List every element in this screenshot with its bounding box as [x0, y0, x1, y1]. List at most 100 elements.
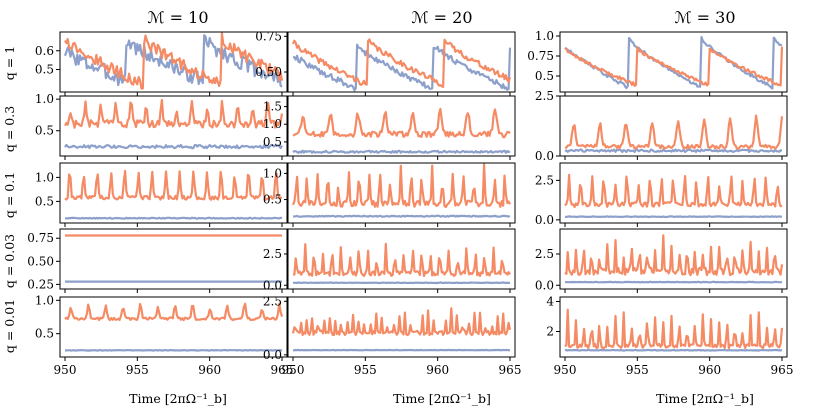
row-labels: q = 1 q = 0.3 q = 0.1 q = 0.03 q = 0.01 [2, 46, 17, 353]
svg-text:ℳ = 20: ℳ = 20 [411, 8, 472, 27]
y-tick-label: 0.50 [255, 65, 282, 79]
y-tick-label: 0.75 [27, 231, 54, 245]
panel-q01-m10: 0.5 1.0 [35, 162, 288, 227]
column-title-m10: ℳ = 10 [147, 8, 208, 27]
y-tick-label: 0.0 [535, 278, 554, 292]
blue-series-line [292, 149, 511, 154]
y-tick-label: 0.0 [535, 213, 554, 227]
x-tick-label: 955 [354, 363, 377, 377]
orange-series-line [64, 32, 284, 90]
panel-q1-m30: 0.5 0.75 1.0 [527, 29, 788, 96]
panel-frame [287, 228, 516, 290]
panel-grid: 0.50.60.500.750.50.751.00.51.00.51.01.50… [27, 29, 793, 377]
blue-series-line [292, 348, 511, 352]
panel-frame [59, 228, 288, 290]
panel-frame [59, 31, 288, 93]
y-tick-label: 0.5 [535, 69, 554, 83]
panel-frame [559, 162, 788, 224]
panel-q003-m30: 0.0 2.5 [535, 228, 788, 293]
row-label-q001: q = 0.01 [2, 299, 17, 353]
panel-q001-m30: 2 4 950 955 960 965 [546, 295, 793, 378]
panel-q03-m30: 0.0 2.5 [535, 89, 788, 163]
orange-series-line [564, 308, 784, 350]
y-tick-label: 0.25 [27, 277, 54, 291]
y-tick-label: 2.5 [535, 173, 554, 187]
orange-series-line [291, 38, 512, 88]
y-tick-label: 0.5 [35, 124, 54, 138]
x-tick-label: 965 [499, 363, 522, 377]
panel-frame [287, 95, 516, 157]
panel-q03-m20: 0.5 1.0 1.5 [263, 95, 516, 160]
y-tick-label: 2 [546, 325, 554, 339]
blue-series-line [564, 36, 783, 90]
panel-q001-m20: 0.0 2.5 950 955 960 965 [263, 294, 522, 377]
blue-series-line [292, 214, 511, 218]
x-tick-label: 960 [426, 363, 449, 377]
orange-series-line [564, 114, 784, 150]
orange-series-line [64, 169, 283, 201]
x-tick-label: 955 [626, 363, 649, 377]
blue-series-line [292, 43, 512, 92]
panel-q03-m10: 0.5 1.0 [35, 92, 288, 160]
blue-series-line [64, 216, 283, 220]
orange-series-line [564, 46, 784, 87]
panel-q01-m20: 0.5 1.0 [263, 162, 516, 227]
x-axis-labels: Time [2πΩ⁻¹_b] Time [2πΩ⁻¹_b] Time [2πΩ⁻… [129, 391, 754, 406]
x-tick-label: 960 [198, 363, 221, 377]
y-tick-label: 1.5 [263, 100, 282, 114]
panel-frame [287, 296, 516, 358]
panel-q003-m20: 0.0 2.5 [263, 228, 516, 293]
orange-series-line [64, 302, 284, 322]
svg-text:ℳ = 30: ℳ = 30 [674, 8, 735, 27]
y-tick-label: 0.5 [263, 135, 282, 149]
y-tick-label: 0.5 [35, 194, 54, 208]
x-tick-label: 950 [54, 363, 77, 377]
orange-series-line [291, 163, 511, 208]
panel-frame [287, 162, 516, 224]
y-tick-label: 1.0 [35, 170, 54, 184]
panel-q01-m30: 0.0 2.5 [535, 162, 788, 227]
blue-series-line [292, 281, 510, 285]
row-label-q03: q = 0.3 [2, 106, 17, 152]
panel-q001-m10: 0.5 1.0 950 955 960 965 [35, 293, 294, 377]
y-tick-label: 0.5 [263, 193, 282, 207]
x-tick-label: 955 [126, 363, 149, 377]
panel-q003-m10: 0.25 0.50 0.75 [27, 228, 288, 293]
y-tick-label: 0.0 [263, 278, 282, 292]
panel-frame [59, 296, 288, 358]
panel-frame [59, 162, 288, 224]
panel-frame [559, 31, 788, 93]
blue-series-line [64, 143, 283, 150]
orange-series-line [291, 307, 512, 337]
y-tick-label: 1.0 [35, 293, 54, 307]
y-tick-label: 0.5 [35, 327, 54, 341]
blue-series-line [564, 348, 783, 352]
y-tick-label: 2.5 [263, 247, 282, 261]
xlabel-col2: Time [2πΩ⁻¹_b] [393, 391, 491, 406]
y-tick-label: 2.5 [535, 89, 554, 103]
orange-series-line [292, 107, 511, 139]
y-tick-label: 0.75 [527, 49, 554, 63]
y-tick-label: 1.0 [535, 29, 554, 43]
column-title-m30: ℳ = 30 [674, 8, 735, 27]
panel-frame [559, 95, 788, 157]
row-label-q01: q = 0.1 [2, 172, 17, 218]
blue-series-line [564, 280, 783, 284]
y-tick-label: 0.0 [263, 348, 282, 362]
x-tick-label: 950 [282, 363, 305, 377]
y-tick-label: 1.0 [263, 117, 282, 131]
panel-q1-m10: 0.5 0.6 [35, 31, 288, 96]
x-tick-label: 965 [271, 363, 294, 377]
y-tick-label: 0.50 [27, 254, 54, 268]
panel-frame [559, 296, 788, 358]
y-tick-label: 0.6 [35, 44, 54, 58]
column-title-m20: ℳ = 20 [411, 8, 472, 27]
panel-frame [559, 228, 788, 290]
y-tick-label: 4 [546, 295, 554, 309]
blue-series-line [65, 349, 283, 352]
svg-text:ℳ = 10: ℳ = 10 [147, 8, 208, 27]
x-tick-label: 960 [698, 363, 721, 377]
xlabel-col3: Time [2πΩ⁻¹_b] [656, 391, 754, 406]
y-tick-label: 0.75 [255, 29, 282, 43]
